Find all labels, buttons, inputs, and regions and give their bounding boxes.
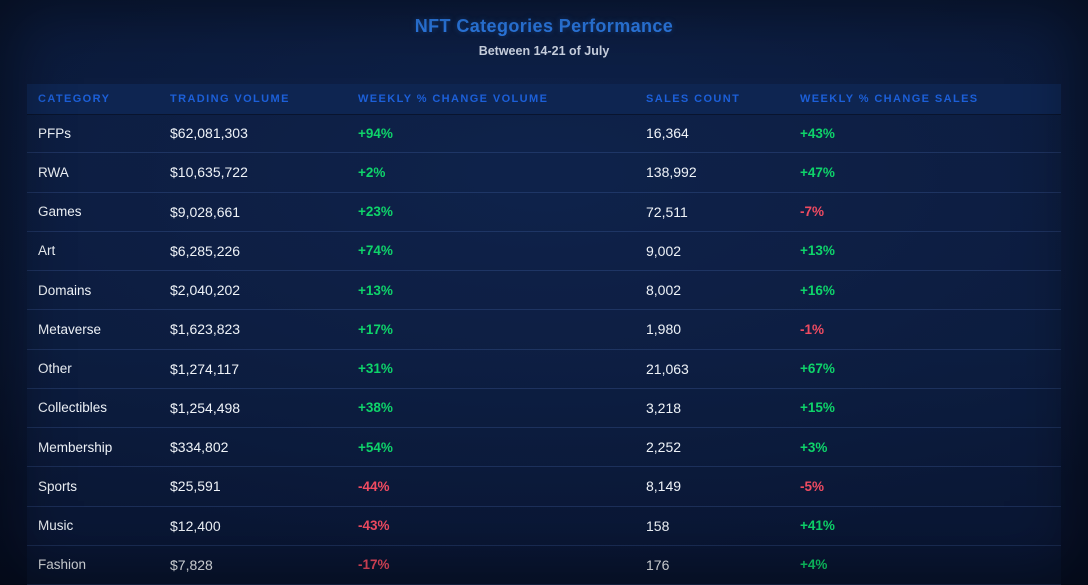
weekly-change-sales-cell: +47% [800,164,835,180]
weekly-change-volume-cell: -17% [358,557,390,573]
sales-count-cell: 176 [646,556,670,573]
sales-count-cell: 3,218 [646,399,682,416]
table-row: RWA $10,635,722 +2% 138,992 +47% [27,153,1061,193]
weekly-change-volume-cell: -43% [358,518,390,534]
table-header-row: CATEGORY TRADING VOLUME WEEKLY % CHANGE … [27,84,1061,114]
weekly-change-sales-cell: -1% [800,321,825,337]
table-row: Collectibles $1,254,498 +38% 3,218 +15% [27,388,1061,428]
column-header-trading-volume: TRADING VOLUME [170,93,290,105]
table-row: Other $1,274,117 +31% 21,063 +67% [27,349,1061,389]
trading-volume-cell: $10,635,722 [170,164,248,181]
trading-volume-cell: $9,028,661 [170,203,241,220]
category-cell: Music [38,518,74,534]
weekly-change-volume-cell: +94% [358,125,393,141]
column-header-weekly-change-volume: WEEKLY % CHANGE VOLUME [358,93,549,105]
sales-count-cell: 2,252 [646,439,682,456]
sales-count-cell: 72,511 [646,203,688,220]
weekly-change-sales-cell: +16% [800,282,835,298]
weekly-change-volume-cell: +23% [358,204,393,220]
category-cell: Games [38,204,82,220]
table-row: Art $6,285,226 +74% 9,002 +13% [27,231,1061,271]
weekly-change-sales-cell: +3% [800,439,828,455]
trading-volume-cell: $334,802 [170,439,229,456]
sales-count-cell: 8,002 [646,282,682,299]
trading-volume-cell: $1,274,117 [170,360,240,377]
weekly-change-volume-cell: +38% [358,400,393,416]
trading-volume-cell: $12,400 [170,517,221,534]
sales-count-cell: 158 [646,517,670,534]
table-row: Fashion $7,828 -17% 176 +4% [27,545,1061,585]
trading-volume-cell: $25,591 [170,478,221,495]
category-cell: Metaverse [38,321,102,337]
category-cell: RWA [38,164,69,180]
weekly-change-sales-cell: +15% [800,400,835,416]
trading-volume-cell: $6,285,226 [170,242,241,259]
weekly-change-volume-cell: -44% [358,478,390,494]
table-row: PFPs $62,081,303 +94% 16,364 +43% [27,114,1061,154]
sales-count-cell: 16,364 [646,125,689,142]
sales-count-cell: 21,063 [646,360,689,377]
weekly-change-sales-cell: -5% [800,478,825,494]
column-header-category: CATEGORY [38,93,111,105]
category-cell: Art [38,243,56,259]
weekly-change-volume-cell: +13% [358,282,393,298]
title-block: NFT Categories Performance Between 14-21… [0,16,1088,58]
page-subtitle: Between 14-21 of July [478,44,610,58]
sales-count-cell: 8,149 [646,478,682,495]
page-title: NFT Categories Performance [414,16,674,36]
column-header-sales-count: SALES COUNT [646,93,741,105]
trading-volume-cell: $2,040,202 [170,282,241,299]
sales-count-cell: 9,002 [646,242,682,259]
trading-volume-cell: $62,081,303 [170,125,248,142]
category-cell: Fashion [38,557,87,573]
nft-categories-table: CATEGORY TRADING VOLUME WEEKLY % CHANGE … [27,84,1061,585]
table-row: Metaverse $1,623,823 +17% 1,980 -1% [27,310,1061,350]
sales-count-cell: 1,980 [646,321,682,338]
weekly-change-sales-cell: +67% [800,361,835,377]
trading-volume-cell: $7,828 [170,556,213,573]
weekly-change-sales-cell: +4% [800,557,828,573]
trading-volume-cell: $1,254,498 [170,399,241,416]
table-row: Games $9,028,661 +23% 72,511 -7% [27,192,1061,232]
sales-count-cell: 138,992 [646,164,697,181]
table-row: Sports $25,591 -44% 8,149 -5% [27,467,1061,507]
category-cell: Collectibles [38,400,108,416]
category-cell: Other [38,361,72,377]
weekly-change-volume-cell: +74% [358,243,393,259]
weekly-change-sales-cell: +43% [800,125,835,141]
category-cell: Membership [38,439,113,455]
column-header-weekly-change-sales: WEEKLY % CHANGE SALES [800,93,979,105]
table-row: Domains $2,040,202 +13% 8,002 +16% [27,271,1061,311]
weekly-change-volume-cell: +2% [358,164,386,180]
trading-volume-cell: $1,623,823 [170,321,241,338]
weekly-change-volume-cell: +54% [358,439,393,455]
category-cell: Domains [38,282,92,298]
table-row: Membership $334,802 +54% 2,252 +3% [27,428,1061,468]
weekly-change-sales-cell: +13% [800,243,835,259]
weekly-change-volume-cell: +17% [358,321,393,337]
category-cell: Sports [38,478,78,494]
category-cell: PFPs [38,125,72,141]
weekly-change-volume-cell: +31% [358,361,393,377]
table-row: Music $12,400 -43% 158 +41% [27,506,1061,546]
weekly-change-sales-cell: +41% [800,518,835,534]
weekly-change-sales-cell: -7% [800,204,825,220]
